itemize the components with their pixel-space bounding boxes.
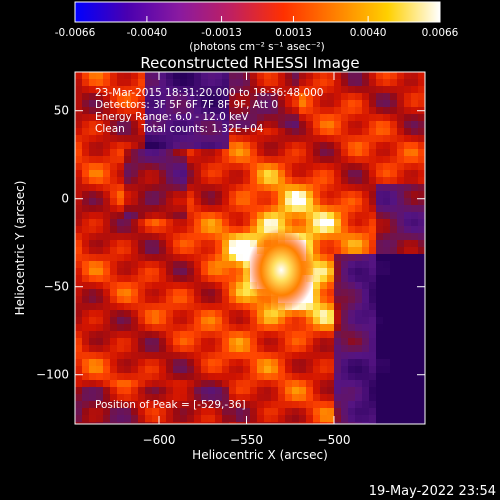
y-tick-label: −100 xyxy=(36,368,69,382)
peak-source xyxy=(247,228,316,313)
annotation-peak-position: Position of Peak = [-529,-36] xyxy=(95,399,246,411)
colorbar-tick-label: 0.0013 xyxy=(275,27,312,39)
y-axis-label: Heliocentric Y (arcsec) xyxy=(13,181,27,316)
x-axis-label: Heliocentric X (arcsec) xyxy=(192,448,328,462)
y-tick-label: −50 xyxy=(44,280,69,294)
heatmap-image xyxy=(75,72,425,424)
colorbar-tick-label: -0.0013 xyxy=(201,27,242,39)
colorbar: -0.0066 -0.0040 -0.0013 0.0013 0.0040 0.0066 … xyxy=(55,1,459,53)
colorbar-tick-label: 0.0040 xyxy=(350,27,387,39)
x-tick-label: −500 xyxy=(318,433,351,447)
colorbar-tick-label: -0.0040 xyxy=(127,27,168,39)
annotation-block: 23-Mar-2015 18:31:20.000 to 18:36:48.000… xyxy=(95,87,323,411)
x-tick-label: −550 xyxy=(230,433,263,447)
colorbar-ticks: -0.0066 -0.0040 -0.0013 0.0013 0.0040 0.0066 xyxy=(55,16,459,39)
annotation-clean-counts: Clean Total counts: 1.32E+04 xyxy=(95,123,264,135)
colorbar-tick-label: 0.0066 xyxy=(422,27,459,39)
annotation-time-range: 23-Mar-2015 18:31:20.000 to 18:36:48.000 xyxy=(95,87,323,99)
chart-title: Reconstructed RHESSI Image xyxy=(140,54,359,72)
annotation-detectors: Detectors: 3F 5F 6F 7F 8F 9F, Att 0 xyxy=(95,99,278,111)
annotation-energy-range: Energy Range: 6.0 - 12.0 keV xyxy=(95,111,249,123)
axis-ticks: −600 −550 −500 50 0 −50 −100 xyxy=(36,72,425,447)
plot-frame xyxy=(74,71,426,425)
x-tick-label: −600 xyxy=(143,433,176,447)
colorbar-unit-label: (photons cm⁻² s⁻¹ asec⁻²) xyxy=(189,41,324,53)
colorbar-tick-label: -0.0066 xyxy=(55,27,96,39)
plot-area: −600 −550 −500 50 0 −50 −100 xyxy=(36,71,426,447)
y-tick-label: 0 xyxy=(61,192,69,206)
footer-date: 19-May-2022 23:54 xyxy=(369,484,496,499)
colorbar-bar xyxy=(74,1,441,23)
y-tick-label: 50 xyxy=(54,104,69,118)
